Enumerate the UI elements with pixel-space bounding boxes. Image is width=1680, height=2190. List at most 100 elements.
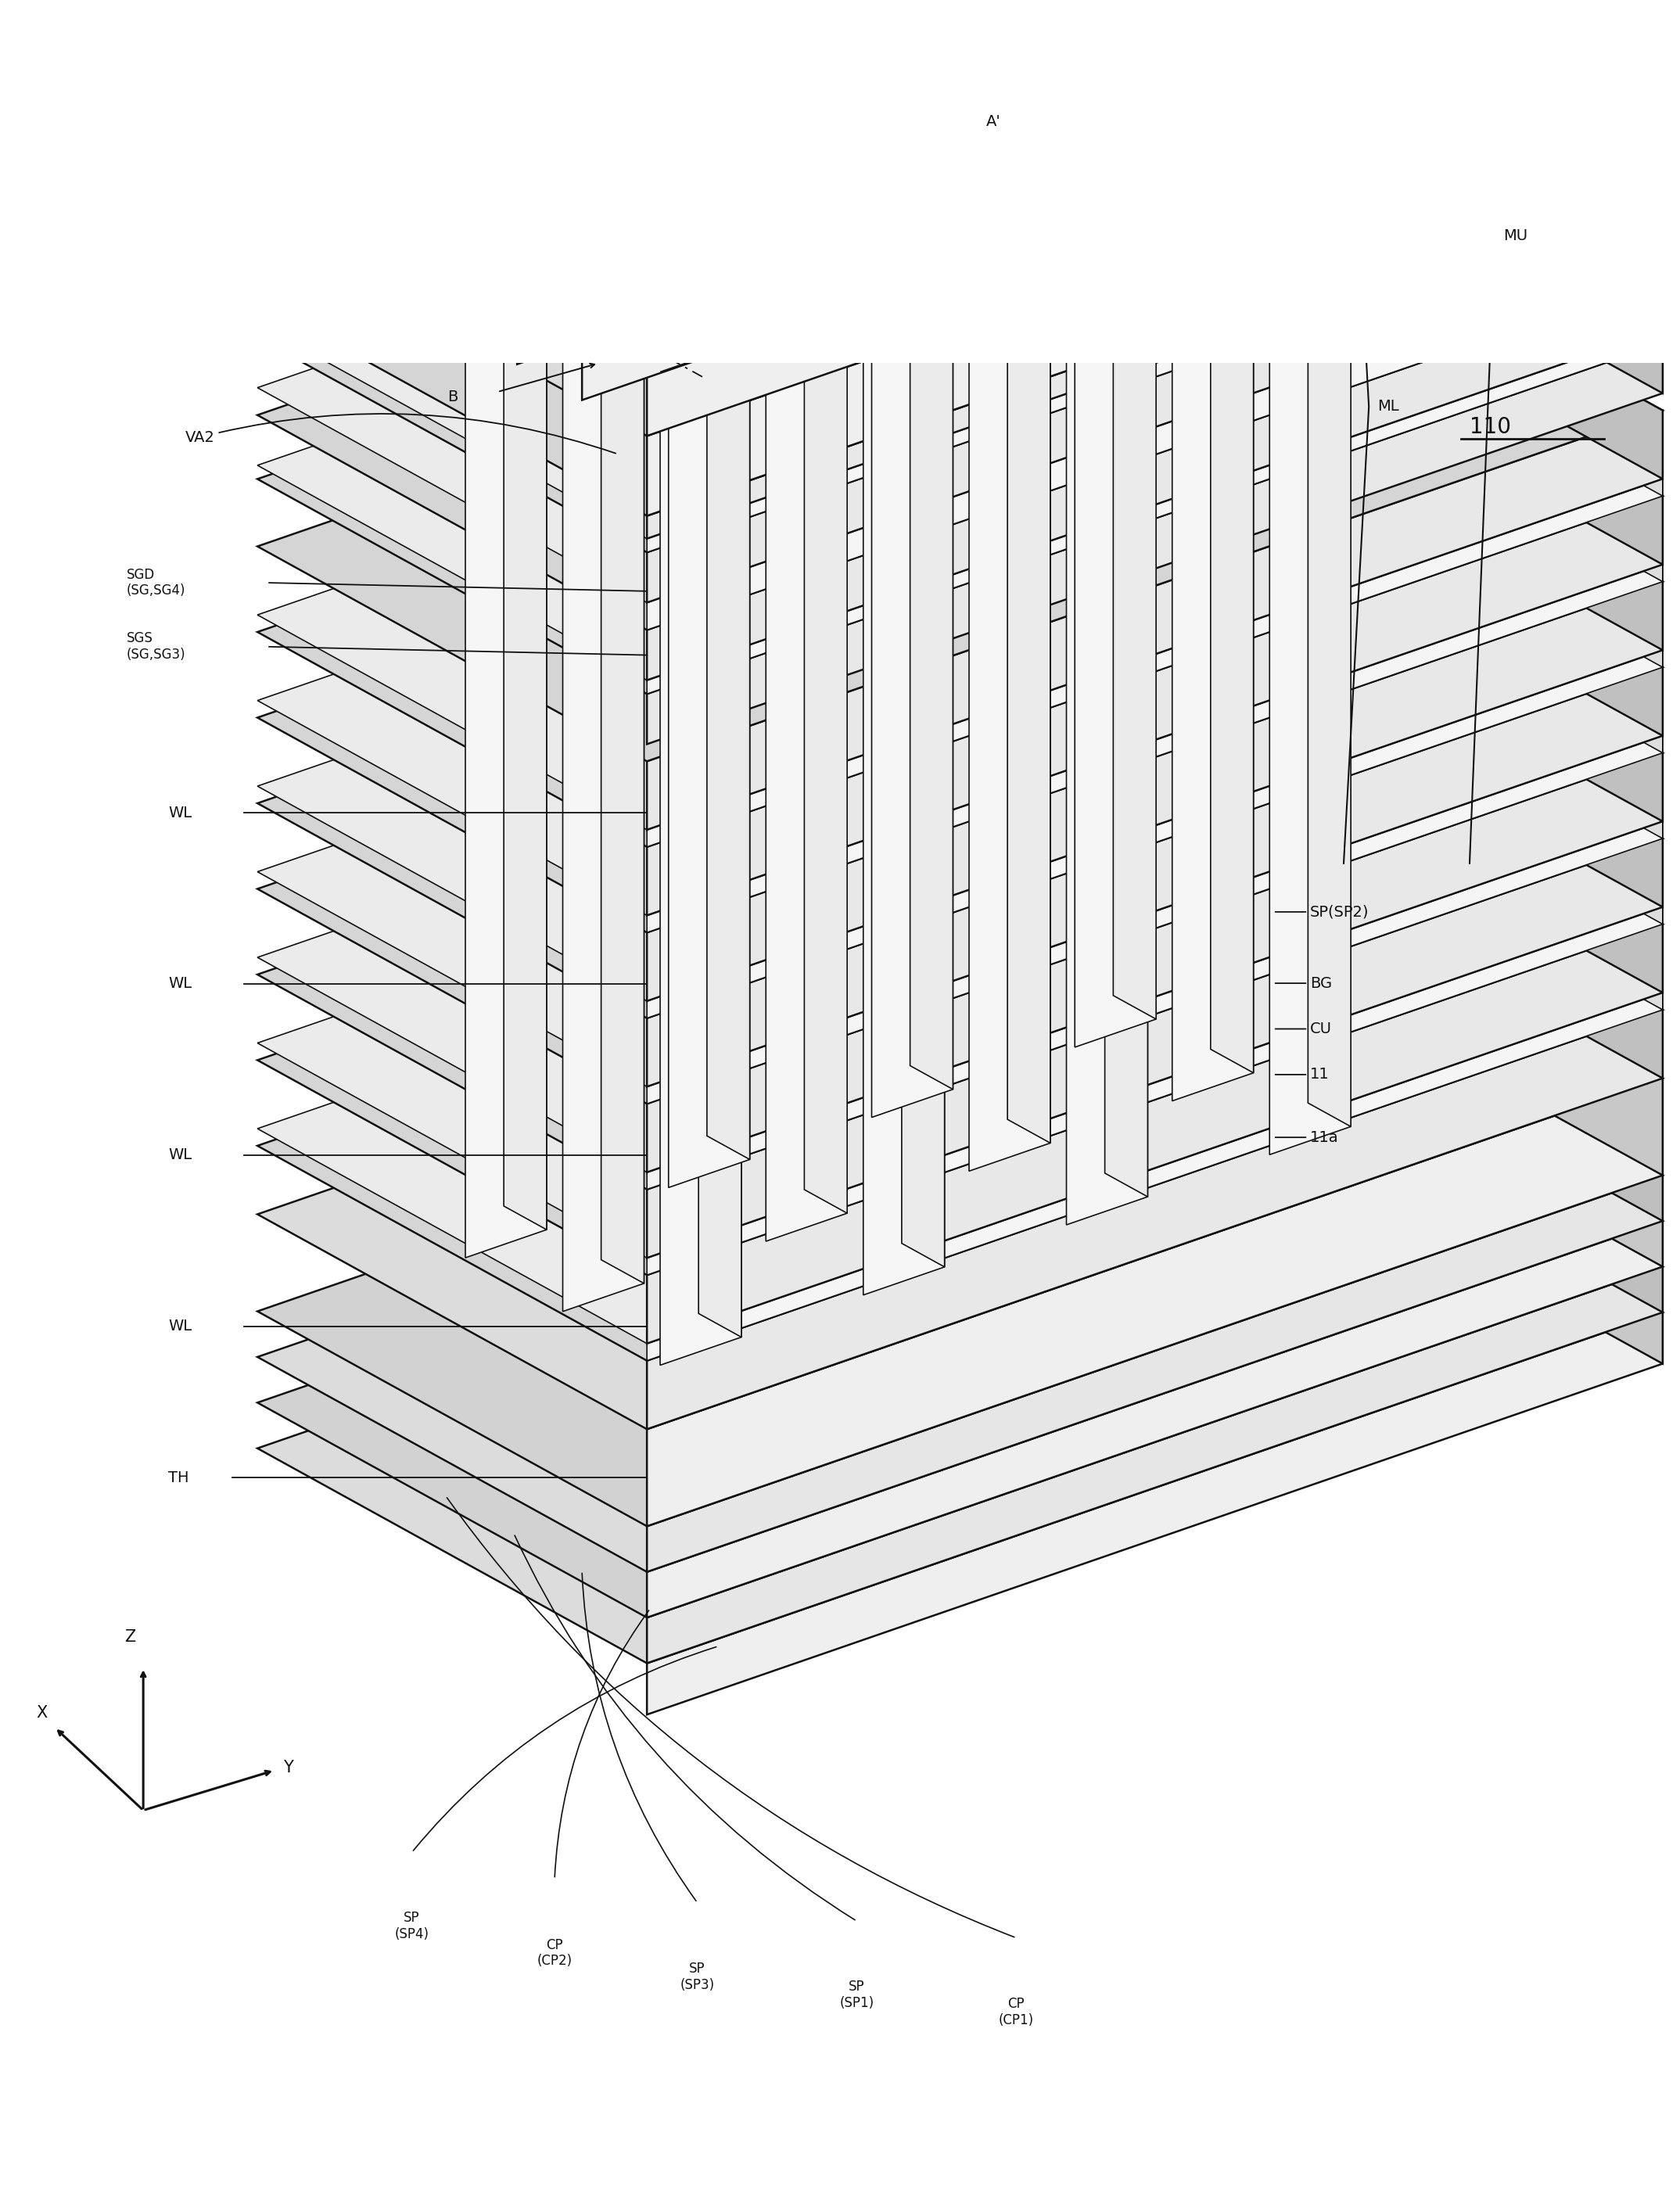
Polygon shape bbox=[1129, 57, 1253, 107]
Polygon shape bbox=[669, 166, 749, 1187]
Polygon shape bbox=[1273, 0, 1663, 252]
Polygon shape bbox=[1273, 366, 1663, 650]
Polygon shape bbox=[699, 320, 741, 344]
Polygon shape bbox=[647, 1222, 1663, 1618]
Polygon shape bbox=[1273, 1097, 1663, 1364]
Polygon shape bbox=[647, 668, 1663, 1086]
Polygon shape bbox=[388, 0, 1403, 293]
Polygon shape bbox=[601, 267, 643, 1283]
Polygon shape bbox=[1075, 26, 1156, 1047]
Polygon shape bbox=[257, 350, 1663, 915]
Polygon shape bbox=[625, 142, 749, 195]
Polygon shape bbox=[1273, 1005, 1663, 1266]
Polygon shape bbox=[257, 280, 1663, 848]
Polygon shape bbox=[1075, 26, 1156, 55]
Polygon shape bbox=[1273, 863, 1663, 1176]
Polygon shape bbox=[257, 1005, 1663, 1572]
Polygon shape bbox=[581, 0, 1598, 401]
Polygon shape bbox=[1273, 114, 1663, 344]
Text: WL: WL bbox=[168, 806, 192, 819]
Polygon shape bbox=[257, 436, 1663, 1001]
Polygon shape bbox=[1273, 961, 1663, 1222]
Polygon shape bbox=[647, 753, 1663, 1172]
Polygon shape bbox=[257, 37, 1663, 602]
Polygon shape bbox=[647, 1266, 1663, 1662]
Polygon shape bbox=[902, 250, 944, 1268]
Polygon shape bbox=[1270, 134, 1351, 1154]
Polygon shape bbox=[563, 289, 643, 1312]
Polygon shape bbox=[902, 250, 944, 274]
Text: BG: BG bbox=[1275, 977, 1332, 990]
Polygon shape bbox=[601, 267, 643, 289]
Polygon shape bbox=[257, 453, 1663, 1018]
Text: SGD
(SG,SG4): SGD (SG,SG4) bbox=[126, 567, 185, 598]
Polygon shape bbox=[1273, 453, 1663, 736]
Polygon shape bbox=[257, 777, 1663, 1342]
Polygon shape bbox=[1023, 180, 1147, 232]
Polygon shape bbox=[647, 344, 1663, 745]
Polygon shape bbox=[1273, 64, 1663, 328]
Polygon shape bbox=[563, 289, 643, 318]
Polygon shape bbox=[257, 863, 1663, 1430]
Text: ML: ML bbox=[1378, 399, 1399, 414]
Polygon shape bbox=[257, 0, 1663, 436]
Polygon shape bbox=[1105, 180, 1147, 1196]
Polygon shape bbox=[1008, 127, 1050, 1143]
Polygon shape bbox=[1273, 436, 1663, 668]
Polygon shape bbox=[766, 219, 847, 1242]
Polygon shape bbox=[1273, 539, 1663, 821]
Text: CP
(CP2): CP (CP2) bbox=[538, 1938, 573, 1969]
Polygon shape bbox=[647, 410, 1663, 830]
Polygon shape bbox=[1067, 204, 1147, 1224]
Polygon shape bbox=[1273, 280, 1663, 565]
Polygon shape bbox=[257, 1097, 1663, 1662]
Polygon shape bbox=[805, 197, 847, 1213]
Text: WL: WL bbox=[168, 1318, 192, 1334]
Polygon shape bbox=[343, 0, 1403, 31]
Polygon shape bbox=[647, 565, 1663, 933]
Polygon shape bbox=[647, 1077, 1663, 1526]
Polygon shape bbox=[660, 344, 741, 372]
Polygon shape bbox=[408, 0, 1468, 66]
Polygon shape bbox=[647, 164, 1663, 539]
Polygon shape bbox=[1273, 607, 1663, 839]
Text: SP
(SP4): SP (SP4) bbox=[395, 1912, 428, 1940]
Polygon shape bbox=[1273, 692, 1663, 924]
Text: SGS
(SG,SG3): SGS (SG,SG3) bbox=[126, 631, 185, 661]
Polygon shape bbox=[647, 1312, 1663, 1715]
Polygon shape bbox=[257, 195, 1663, 762]
Polygon shape bbox=[647, 1176, 1663, 1572]
Polygon shape bbox=[465, 237, 546, 265]
Polygon shape bbox=[519, 267, 643, 318]
Polygon shape bbox=[504, 212, 546, 1229]
Polygon shape bbox=[1273, 0, 1663, 188]
Polygon shape bbox=[911, 72, 953, 96]
Polygon shape bbox=[257, 521, 1663, 1086]
Polygon shape bbox=[603, 0, 1663, 173]
Text: SP
(SP1): SP (SP1) bbox=[840, 1980, 874, 2010]
Polygon shape bbox=[1554, 0, 1598, 48]
Text: 110: 110 bbox=[1470, 416, 1510, 438]
Polygon shape bbox=[1114, 2, 1156, 1018]
Polygon shape bbox=[647, 252, 1663, 631]
Text: CP
(CP1): CP (CP1) bbox=[998, 1997, 1033, 2028]
Polygon shape bbox=[872, 96, 953, 125]
Polygon shape bbox=[257, 624, 1663, 1189]
Polygon shape bbox=[257, 607, 1663, 1172]
Text: WL: WL bbox=[168, 1148, 192, 1163]
Polygon shape bbox=[1620, 0, 1663, 85]
Polygon shape bbox=[647, 583, 1663, 1001]
Polygon shape bbox=[474, 0, 1532, 101]
Polygon shape bbox=[257, 1051, 1663, 1618]
Polygon shape bbox=[1211, 57, 1253, 1073]
Text: Y: Y bbox=[284, 1759, 294, 1776]
Polygon shape bbox=[926, 127, 1050, 177]
Polygon shape bbox=[1008, 127, 1050, 149]
Polygon shape bbox=[707, 142, 749, 1159]
Text: X: X bbox=[37, 1706, 47, 1721]
Text: SP
(SP3): SP (SP3) bbox=[680, 1962, 714, 1991]
Polygon shape bbox=[1270, 134, 1351, 162]
Polygon shape bbox=[423, 212, 546, 265]
Polygon shape bbox=[1173, 79, 1253, 107]
Text: MU: MU bbox=[1504, 228, 1527, 243]
